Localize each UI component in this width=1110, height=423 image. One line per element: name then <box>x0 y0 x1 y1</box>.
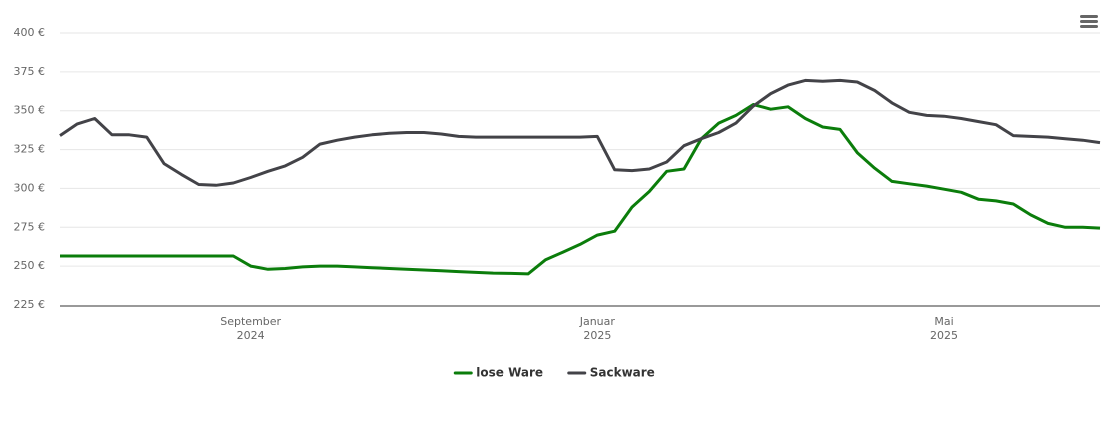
y-tick-label: 225 € <box>14 298 46 311</box>
y-tick-label: 275 € <box>14 220 46 233</box>
legend-item[interactable]: lose Ware <box>453 366 543 380</box>
x-tick-label: Mai 2025 <box>930 315 958 342</box>
series-line <box>59 78 1101 187</box>
y-tick-label: 250 € <box>14 259 46 272</box>
legend-label: lose Ware <box>476 366 543 380</box>
menu-bar <box>1080 15 1098 18</box>
menu-button[interactable] <box>1080 15 1098 28</box>
menu-bar <box>1080 20 1098 23</box>
series-line <box>60 103 1101 276</box>
y-tick-label: 325 € <box>14 143 46 156</box>
legend: lose Ware Sackware <box>453 366 655 380</box>
menu-bar <box>1080 25 1098 28</box>
legend-label: Sackware <box>590 366 655 380</box>
x-tick-label: September 2024 <box>220 315 281 342</box>
y-tick-label: 400 € <box>14 26 46 39</box>
y-tick-label: 350 € <box>14 104 46 117</box>
x-tick-label: Januar 2025 <box>579 315 616 342</box>
y-tick-label: 300 € <box>14 181 46 194</box>
legend-item[interactable]: Sackware <box>567 366 655 380</box>
y-tick-label: 375 € <box>14 65 46 78</box>
